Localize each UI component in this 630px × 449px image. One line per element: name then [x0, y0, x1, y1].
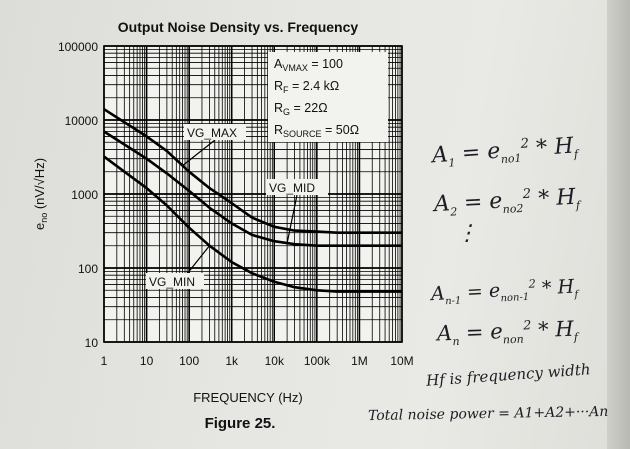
note-an-right: * H — [537, 316, 574, 342]
note-a2-sup: 2 — [522, 186, 532, 203]
x-tick-label: 10 — [140, 354, 154, 368]
note-a1-mid: = e — [461, 138, 502, 167]
x-tick-label: 100k — [304, 354, 331, 368]
noise-curves — [103, 108, 402, 293]
annotation-line: RG = 22Ω — [274, 101, 328, 117]
note-a2-left: A — [433, 191, 451, 218]
note-an-mid-sub: non — [502, 332, 524, 347]
x-tick-label: 10k — [265, 354, 285, 368]
annotation-box — [268, 52, 388, 142]
condition-annotations: AVMAX = 100 RF = 2.4 kΩ RG = 22Ω RSOURCE = … — [268, 52, 388, 142]
y-tick-label: 100 — [78, 262, 98, 276]
x-tick-label: 1M — [351, 354, 368, 368]
figure-caption: Figure 25. — [205, 415, 276, 432]
note-an-1-sup: 2 — [528, 276, 537, 291]
y-axis-label: eno (nV/√Hz) — [32, 158, 49, 230]
note-a1-right-sub: f — [573, 147, 579, 161]
annotation-line: RSOURCE = 50Ω — [274, 123, 359, 139]
note-an-mid: = e — [465, 319, 504, 345]
series-line-vg-max — [103, 108, 402, 234]
y-axis-label-main: e — [32, 223, 47, 230]
x-axis-label: FREQUENCY (Hz) — [193, 390, 303, 405]
x-tick-label: 100 — [179, 354, 199, 368]
series-label-bg-vg-max — [184, 124, 246, 140]
note-dots: ⋮ — [456, 221, 478, 246]
note-an-sup: 2 — [522, 317, 532, 333]
note-a2-right: * H — [537, 184, 577, 212]
note-a1-left-sub: 1 — [448, 156, 456, 170]
series-label-bg-vg-min — [146, 273, 204, 289]
leader-line-vg-max — [182, 139, 216, 167]
series-labels: VG_MAX VG_MID VG_MIN — [146, 124, 328, 290]
note-a1-right: * H — [535, 133, 575, 162]
series-label-vg-max: VG_MAX — [187, 126, 237, 140]
note-an-1-right-sub: f — [574, 289, 579, 301]
y-tick-label: 10000 — [65, 114, 99, 128]
note-a2-right-sub: f — [575, 198, 581, 213]
note-a1-mid-sub: no1 — [500, 151, 522, 166]
note-an-1-left: A — [430, 282, 446, 306]
note-an-1-left-sub: n-1 — [444, 295, 462, 308]
y-axis-label-unit: (nV/√Hz) — [32, 158, 47, 213]
annotation-line: AVMAX = 100 — [274, 57, 343, 73]
note-a2-mid: = e — [463, 188, 503, 216]
note-an-left: A — [436, 320, 453, 346]
note-an-right-sub: f — [573, 330, 579, 344]
paper-fold-shadow — [607, 0, 630, 449]
note-a2-mid-sub: no2 — [502, 201, 524, 216]
note-an-1-mid: = e — [466, 279, 501, 304]
note-an-left-sub: n — [452, 334, 460, 349]
x-tick-label: 10M — [390, 354, 413, 368]
note-a1-left: A — [431, 142, 449, 169]
y-tick-label: 10 — [85, 336, 99, 350]
series-label-bg-vg-mid — [266, 179, 328, 195]
y-tick-label: 1000 — [71, 188, 98, 202]
chart-title: Output Noise Density vs. Frequency — [118, 19, 359, 35]
note-a2-left-sub: 2 — [450, 205, 458, 219]
series-line-vg-min — [103, 155, 402, 293]
note-an: An = enon2 * Hf — [437, 316, 579, 349]
series-label-vg-mid: VG_MID — [269, 181, 315, 195]
x-tick-label: 1 — [101, 354, 108, 368]
note-an-1-mid-sub: non-1 — [500, 291, 530, 305]
y-axis-label-sub: no — [39, 213, 49, 223]
x-tick-label: 1k — [225, 354, 239, 368]
annotation-line: RF = 2.4 kΩ — [274, 79, 339, 95]
series-line-vg-mid — [103, 130, 402, 247]
y-tick-label: 100000 — [58, 40, 98, 54]
leader-line-vg-mid — [286, 194, 298, 244]
note-an-1-right: * H — [541, 275, 575, 300]
note-a1-sup: 2 — [520, 136, 530, 152]
series-label-vg-min: VG_MIN — [149, 275, 195, 289]
